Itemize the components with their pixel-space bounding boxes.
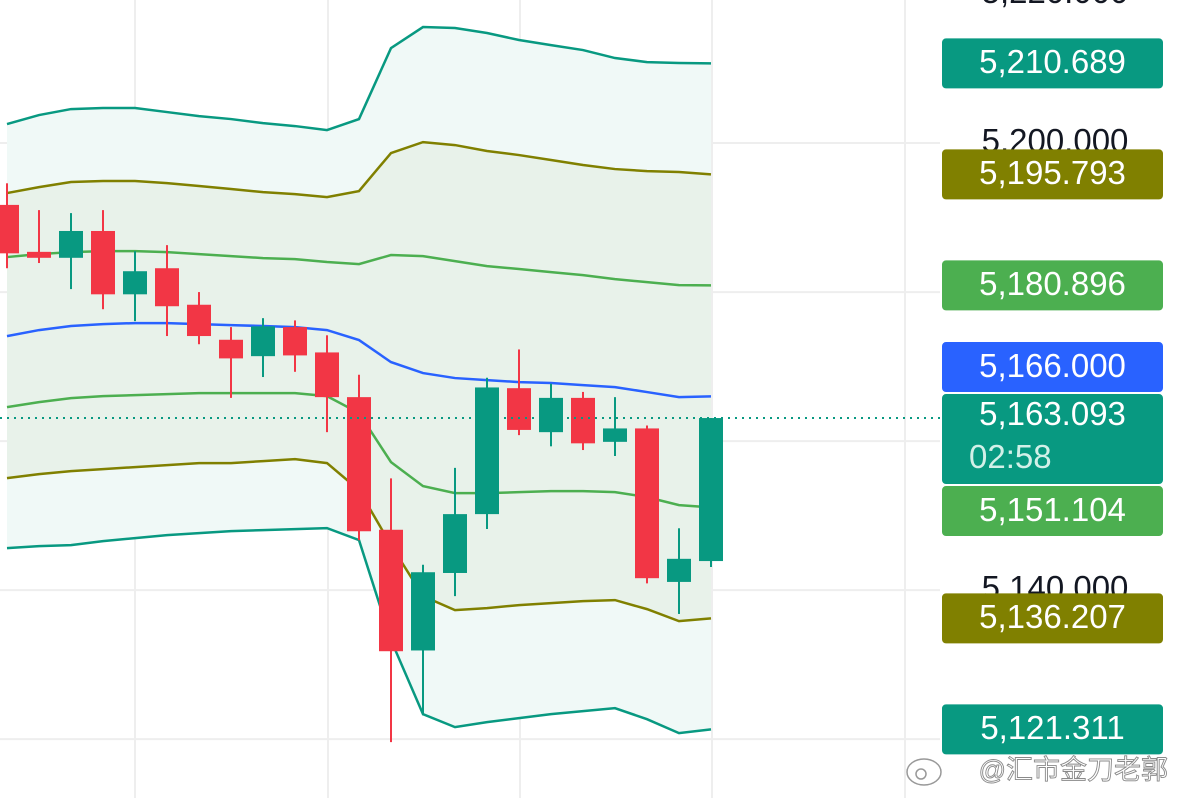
candle-body: [0, 204, 19, 254]
badge-label: 5,121.311: [980, 709, 1124, 746]
candle-body: [347, 397, 371, 532]
badge-bg: [942, 704, 1163, 755]
candle-body: [635, 428, 659, 579]
price-badge: 5,151.104: [942, 486, 1163, 537]
badge-bg: [942, 486, 1163, 537]
band-line: [6, 321, 712, 399]
price-badge: 5,180.896: [942, 260, 1163, 311]
badge-bg: [942, 149, 1163, 200]
candle-body: [123, 271, 147, 295]
badge-label: 5,151.104: [979, 491, 1126, 528]
candle-body: [667, 558, 691, 582]
candle-body: [411, 572, 435, 651]
candle-body: [379, 529, 403, 652]
badge-label: 5,136.207: [979, 598, 1126, 635]
badge-bg: [942, 394, 1163, 485]
candle-body: [91, 230, 115, 295]
price-badge: 5,210.689: [942, 38, 1163, 89]
candle-body: [507, 388, 531, 430]
price-badge: 5,195.793: [942, 149, 1163, 200]
countdown: 02:58: [969, 438, 1052, 475]
candle-body: [27, 251, 51, 258]
candle-body: [475, 387, 499, 515]
watermark: @汇市金刀老郭: [906, 755, 1168, 786]
badge-bg: [942, 260, 1163, 311]
candle-body: [219, 339, 243, 359]
price-badge: 5,166.000: [942, 342, 1163, 393]
price-badge: 5,136.207: [942, 593, 1163, 644]
badge-bg: [942, 342, 1163, 393]
candle-body: [187, 304, 211, 337]
candle-body: [155, 268, 179, 307]
candle-body: [571, 397, 595, 444]
watermark-icon-dot: [915, 768, 927, 780]
band-line: [6, 249, 712, 287]
badge-bg: [942, 38, 1163, 89]
band-line: [6, 25, 712, 132]
badge-bg: [942, 593, 1163, 644]
candle-body: [283, 327, 307, 356]
price-badge: 5,121.311: [942, 704, 1163, 755]
candle-body: [251, 326, 275, 357]
y-tick-label: 5,220.000: [982, 0, 1129, 10]
current-price-badge: 5,163.093 02:58: [942, 394, 1163, 485]
badge-label: 5,166.000: [979, 347, 1126, 384]
band-line: [6, 140, 712, 199]
candle-body: [443, 514, 467, 573]
candle-body: [699, 418, 723, 562]
candle-body: [315, 352, 339, 398]
candle-body: [539, 397, 563, 433]
candle-body: [603, 428, 627, 442]
badge-label: 5,195.793: [979, 154, 1126, 191]
badge-label: 5,210.689: [979, 43, 1126, 80]
watermark-text: @汇市金刀老郭: [979, 755, 1168, 785]
candle-body: [59, 230, 83, 258]
current-price-label: 5,163.093: [979, 395, 1126, 432]
watermark-icon: [906, 758, 942, 786]
badge-label: 5,180.896: [979, 265, 1126, 302]
